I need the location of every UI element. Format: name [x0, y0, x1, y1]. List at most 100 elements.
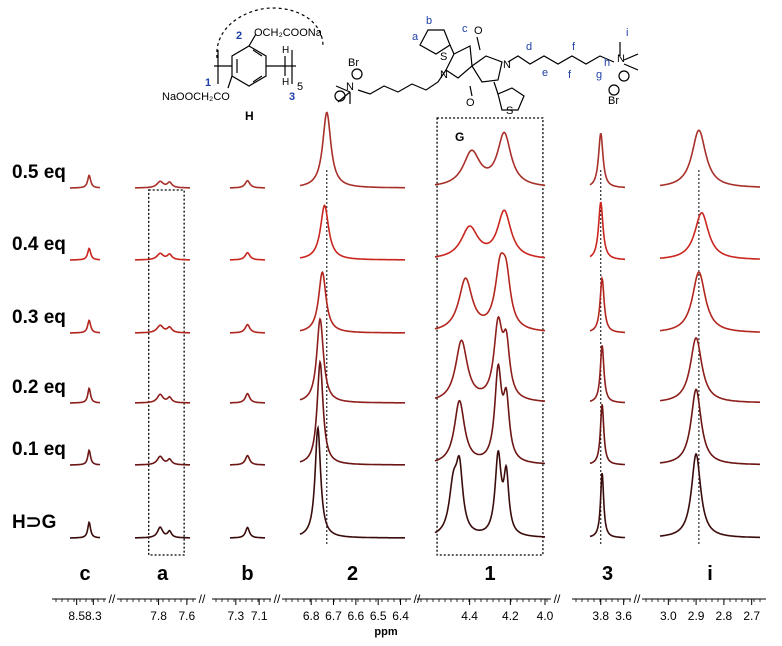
axis-tick-label: 2.9: [688, 609, 705, 623]
spectrum-line-3: [589, 345, 625, 404]
guest-charge-circle: [608, 84, 620, 96]
series-label: 0.2 eq: [12, 377, 66, 398]
host-structure: [214, 7, 324, 89]
spectrum-line-b: [230, 392, 265, 404]
guest-heteroatom: N: [346, 81, 354, 93]
axis-tick-label: 6.4: [392, 609, 409, 623]
host-substituent-top: OCH₂COONa: [254, 27, 323, 39]
axis-tick-label: 8.5: [68, 609, 85, 623]
spectrum-line-c: [70, 247, 101, 261]
series-label: 0.4 eq: [12, 234, 66, 255]
guest-heteroatom: N: [440, 69, 448, 81]
axis-tick-label: 8.3: [85, 609, 102, 623]
spectrum-line-1: [434, 252, 546, 332]
guest-charge-circle: [618, 70, 630, 82]
guest-pyrrole-right: [471, 55, 503, 83]
segment-label-i: i: [707, 563, 713, 585]
guest-heteroatom: S: [506, 105, 513, 117]
series-5: [70, 359, 760, 466]
host-bond-oxy-bottom: [227, 75, 233, 89]
guest-ammonium-bond: [623, 63, 639, 71]
spectrum-line-3: [589, 404, 625, 466]
guest-labels: S S N N N N O O Br Br G a b c d e f f g …: [346, 15, 628, 144]
guest-counterion: Br: [348, 57, 359, 69]
guest-ammonium-bond: [623, 53, 639, 61]
host-bond-oxy-top: [248, 33, 257, 47]
spectrum-line-3: [589, 275, 625, 334]
axis-tick-label: 7.1: [251, 609, 268, 623]
segment-label-a: a: [157, 563, 169, 585]
guest-atom-label: f: [568, 69, 572, 81]
host-ring-arc: [216, 7, 324, 59]
guest-alkyl-chain-right: [507, 55, 615, 65]
spectrum-line-2: [299, 359, 405, 466]
guest-alkyl-chain-left: [357, 69, 447, 95]
segment-labels: c a b 2 1 3 i: [79, 563, 712, 585]
guest-heteroatom: O: [466, 97, 475, 109]
series-1: [70, 111, 760, 189]
axis-break: //: [109, 592, 116, 606]
segment-label-2: 2: [347, 563, 358, 585]
spectrum-line-1: [434, 315, 545, 402]
guest-atom-label: h: [604, 57, 610, 69]
spectrum-line-2: [299, 271, 405, 334]
axis-tick-label: 6.6: [348, 609, 365, 623]
guest-label: G: [455, 130, 464, 144]
spectrum-line-b: [230, 454, 265, 466]
axis-tick-label: 7.3: [227, 609, 244, 623]
host-ring-inner-bond: [252, 75, 263, 83]
host-ring-inner-bond: [252, 49, 263, 57]
guest-atom-label: e: [542, 67, 548, 79]
guest-thiophene-bottom: [497, 87, 525, 111]
guest-heteroatom: O: [474, 25, 483, 37]
segment-label-1: 1: [484, 563, 495, 585]
spectrum-line-a: [135, 252, 190, 261]
guest-charge-circle: [334, 90, 346, 102]
segment-label-3: 3: [602, 563, 613, 585]
guest-atom-label: b: [426, 15, 432, 27]
spectrum-line-3: [589, 472, 626, 539]
spectrum-line-b: [230, 323, 265, 334]
spectrum-line-b: [230, 526, 265, 539]
axis-tick-label: 6.5: [370, 609, 387, 623]
guest-ammonium-bond: [337, 91, 351, 103]
highlight-box-1: [436, 117, 544, 556]
guest-ammonium-bond: [335, 85, 351, 93]
spectrum-line-c: [70, 386, 101, 404]
host-atom-label: 2: [236, 30, 242, 42]
axis-tick-label: 4.2: [502, 609, 519, 623]
axis-tick-label: 7.8: [150, 609, 167, 623]
spectrum-line-1: [435, 209, 545, 259]
guest-atom-label: a: [412, 31, 419, 43]
host-labels: OCH₂COONa NaOOCH₂CO 5 H H 1 2 3 H: [162, 27, 323, 123]
guest-bond: [449, 44, 455, 55]
segment-label-b: b: [241, 563, 253, 585]
spectrum-line-a: [135, 324, 190, 334]
axis-tick-label: 4.0: [537, 609, 554, 623]
guest-pyrrole-left: [445, 45, 473, 79]
axis-tick-label: 3.8: [592, 609, 609, 623]
spectrum-line-2: [300, 111, 405, 189]
guest-atom-label: i: [626, 27, 628, 39]
spectrum-line-i: [659, 129, 760, 188]
x-axis-label: ppm: [374, 626, 397, 638]
axis-tick-label: 6.8: [303, 609, 320, 623]
highlight-box-a: [148, 189, 185, 556]
series-2: [70, 201, 761, 261]
guest-atom-label: g: [596, 69, 602, 81]
spectrum-line-a: [135, 393, 190, 404]
guest-thiophene-top: [419, 29, 451, 55]
host-atom-label: 1: [205, 77, 211, 89]
segment-label-c: c: [79, 563, 90, 585]
guide-lines: [326, 170, 700, 545]
axis-tick-label: 4.4: [461, 609, 478, 623]
host-h-atom: H: [282, 77, 289, 88]
series-6: [70, 424, 760, 539]
axis-break: //: [554, 592, 561, 606]
spectrum-line-3: [589, 201, 625, 261]
series-label: 0.1 eq: [12, 439, 66, 460]
guest-bond: [469, 85, 473, 97]
spectrum-line-a: [135, 180, 190, 189]
